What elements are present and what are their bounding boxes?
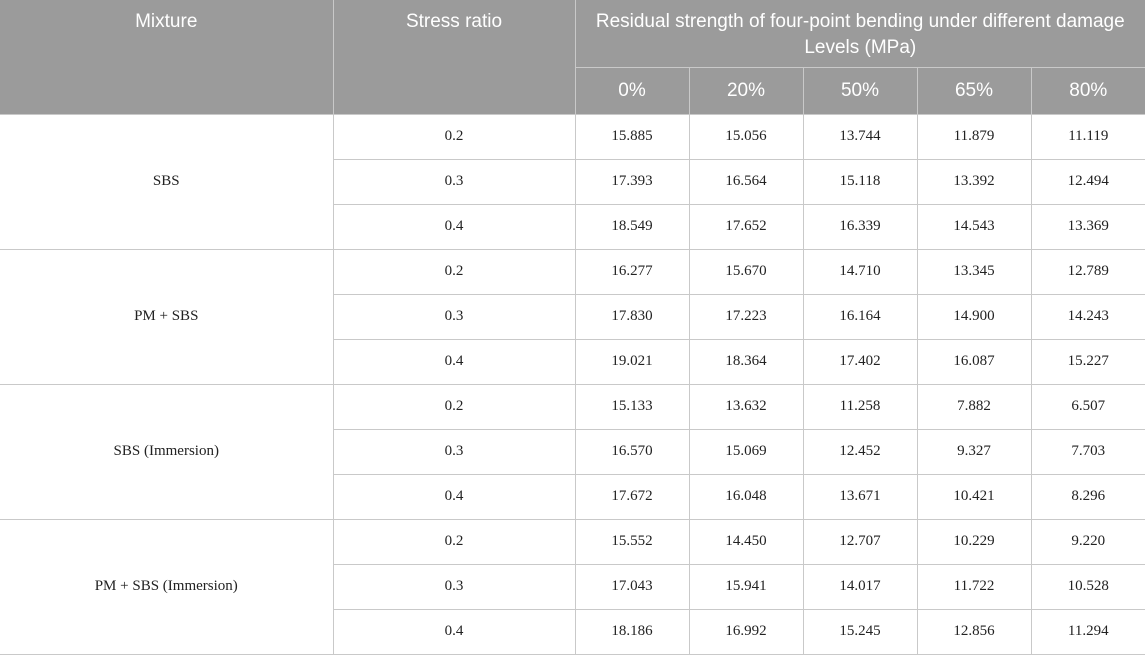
header-level-0: 0% [575, 66, 690, 115]
stress-ratio-cell: 0.2 [332, 113, 576, 160]
strength-value-cell: 12.707 [802, 518, 918, 565]
strength-value-cell: 13.392 [916, 158, 1032, 205]
strength-value-cell: 13.671 [802, 473, 918, 520]
strength-value-cell: 9.327 [916, 428, 1032, 475]
strength-value-cell: 10.229 [916, 518, 1032, 565]
stress-ratio-cell: 0.4 [333, 338, 576, 385]
strength-value-cell: 16.339 [802, 203, 918, 250]
stress-ratio-cell: 0.2 [332, 383, 576, 430]
strength-value-cell: 11.258 [802, 383, 918, 430]
stress-ratio-cell: 0.4 [333, 473, 576, 520]
stress-ratio-cell: 0.2 [332, 248, 576, 295]
table-row: PM + SBS 0.2 16.277 15.670 14.710 13.345 12.78… [0, 248, 1145, 385]
table-row: 0.3 16.570 15.069 12.452 9.327 7.703 [0, 428, 1145, 475]
strength-value-cell: 19.021 [574, 338, 690, 385]
strength-value-cell: 16.277 [574, 248, 690, 295]
strength-value-cell: 15.245 [802, 608, 918, 655]
header-level-20: 20% [688, 66, 804, 115]
table-row: 0.4 19.021 18.364 17.402 16.087 15.227 [0, 338, 1145, 385]
table-row: SBS (Immersion) 0.2 15.133 13.632 11.258 7.88… [0, 383, 1145, 520]
table-row: 0.3 17.830 17.223 16.164 14.900 14.243 [0, 293, 1145, 340]
strength-value-cell: 15.885 [574, 113, 690, 160]
strength-value-cell: 13.345 [916, 248, 1032, 295]
strength-value-cell: 15.670 [688, 248, 804, 295]
stress-ratio-cell: 0.4 [333, 608, 576, 655]
strength-value-cell: 9.220 [1030, 518, 1145, 565]
strength-value-cell: 14.450 [688, 518, 804, 565]
strength-value-cell: 6.507 [1030, 383, 1145, 430]
header-level-80: 80% [1030, 66, 1145, 115]
strength-value-cell: 17.402 [802, 338, 918, 385]
mixture-cell: SBS (Immersion) [0, 383, 334, 520]
stress-ratio-cell: 0.4 [333, 203, 576, 250]
strength-value-cell: 7.703 [1030, 428, 1145, 475]
strength-value-cell: 18.549 [574, 203, 690, 250]
mixture-cell: SBS [0, 113, 334, 250]
strength-value-cell: 15.133 [574, 383, 690, 430]
header-residual-strength-group: Residual strength of four-point bending … [574, 0, 1145, 68]
strength-value-cell: 14.017 [802, 563, 918, 610]
mixture-cell: PM + SBS (Immersion) [0, 518, 334, 655]
strength-value-cell: 11.119 [1030, 113, 1145, 160]
stress-ratio-cell: 0.3 [333, 158, 576, 205]
strength-value-cell: 12.452 [802, 428, 918, 475]
strength-value-cell: 8.296 [1030, 473, 1145, 520]
strength-value-cell: 15.069 [688, 428, 804, 475]
strength-value-cell: 16.048 [688, 473, 804, 520]
header-level-65: 65% [916, 66, 1032, 115]
strength-value-cell: 17.830 [574, 293, 690, 340]
stress-ratio-cell: 0.3 [333, 563, 576, 610]
table-header: Mixture Stress ratio Residual strength o… [0, 0, 1145, 115]
table-row: SBS 0.2 15.885 15.056 13.744 11.879 11.119 [0, 113, 1145, 250]
strength-value-cell: 10.421 [916, 473, 1032, 520]
stress-ratio-cell: 0.3 [333, 293, 576, 340]
strength-value-cell: 17.672 [574, 473, 690, 520]
strength-value-cell: 17.652 [688, 203, 804, 250]
strength-value-cell: 14.543 [916, 203, 1032, 250]
strength-value-cell: 16.564 [688, 158, 804, 205]
table-row: 0.4 18.186 16.992 15.245 12.856 11.294 [0, 608, 1145, 655]
header-stress-ratio: Stress ratio [332, 0, 576, 115]
strength-value-cell: 15.118 [802, 158, 918, 205]
strength-value-cell: 11.879 [916, 113, 1032, 160]
header-level-50: 50% [802, 66, 918, 115]
strength-value-cell: 13.744 [802, 113, 918, 160]
strength-value-cell: 13.369 [1030, 203, 1145, 250]
header-row-top: Mixture Stress ratio Residual strength o… [0, 0, 1145, 115]
stress-ratio-cell: 0.2 [332, 518, 576, 565]
strength-value-cell: 12.789 [1030, 248, 1145, 295]
strength-value-cell: 7.882 [916, 383, 1032, 430]
strength-value-cell: 16.992 [688, 608, 804, 655]
strength-value-cell: 14.710 [802, 248, 918, 295]
strength-value-cell: 15.552 [574, 518, 690, 565]
strength-value-cell: 16.164 [802, 293, 918, 340]
header-mixture: Mixture [0, 0, 334, 115]
strength-value-cell: 10.528 [1030, 563, 1145, 610]
strength-value-cell: 12.494 [1030, 158, 1145, 205]
strength-value-cell: 16.087 [916, 338, 1032, 385]
strength-value-cell: 11.294 [1030, 608, 1145, 655]
strength-value-cell: 13.632 [688, 383, 804, 430]
table-body: SBS 0.2 15.885 15.056 13.744 11.879 11.119 0.3 1… [0, 113, 1145, 655]
strength-value-cell: 15.056 [688, 113, 804, 160]
strength-value-cell: 14.243 [1030, 293, 1145, 340]
strength-value-cell: 18.364 [688, 338, 804, 385]
strength-value-cell: 11.722 [916, 563, 1032, 610]
strength-value-cell: 17.043 [574, 563, 690, 610]
strength-value-cell: 17.393 [574, 158, 690, 205]
strength-value-cell: 16.570 [574, 428, 690, 475]
strength-value-cell: 15.941 [688, 563, 804, 610]
mixture-cell: PM + SBS [0, 248, 334, 385]
stress-ratio-cell: 0.3 [333, 428, 576, 475]
strength-value-cell: 14.900 [916, 293, 1032, 340]
table-row: PM + SBS (Immersion) 0.2 15.552 14.450 12.70… [0, 518, 1145, 655]
table-row: 0.4 18.549 17.652 16.339 14.543 13.369 [0, 203, 1145, 250]
strength-value-cell: 15.227 [1030, 338, 1145, 385]
strength-value-cell: 18.186 [574, 608, 690, 655]
strength-value-cell: 17.223 [688, 293, 804, 340]
strength-value-cell: 12.856 [916, 608, 1032, 655]
